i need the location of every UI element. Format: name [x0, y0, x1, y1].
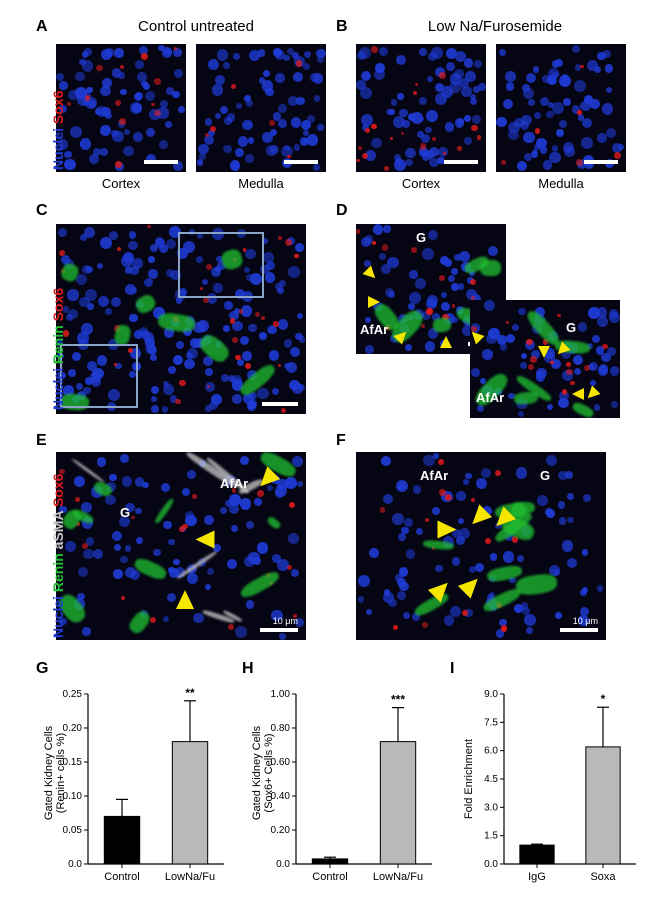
svg-text:Soxa: Soxa [590, 871, 616, 883]
scale-label: 10 μm [273, 616, 298, 626]
micro-annotation-text: AfAr [220, 476, 248, 491]
svg-text:(Renin+ cells %): (Renin+ cells %) [55, 733, 67, 813]
panel-label-C: C [36, 202, 48, 220]
panel-label-F: F [336, 432, 346, 450]
svg-text:Gated Kidney Cells: Gated Kidney Cells [251, 725, 263, 820]
svg-text:(Sox6+ Cells %): (Sox6+ Cells %) [263, 733, 275, 812]
svg-text:Control: Control [104, 871, 139, 883]
micrograph-B-cortex [356, 44, 486, 172]
stain-axis-label: Nuclei Sox6 [50, 91, 66, 170]
region-label: Cortex [56, 176, 186, 191]
svg-text:Gated Kidney Cells: Gated Kidney Cells [43, 725, 55, 820]
panel-label-E: E [36, 432, 47, 450]
micro-annotation-text: G [416, 230, 426, 245]
panel-label-B: B [336, 18, 348, 36]
stain-axis-label: Nuclei Renin Sox6 [50, 288, 66, 410]
annotation-arrow [176, 590, 194, 609]
panel-label-I: I [450, 660, 454, 678]
bar-chart: 0.0 1.5 3.0 4.5 6.0 7.5 9.0 IgG Soxa * Fold Enrich… [456, 676, 642, 896]
svg-text:9.0: 9.0 [484, 689, 498, 700]
svg-text:0.20: 0.20 [271, 825, 291, 836]
svg-text:***: *** [391, 693, 405, 707]
highlight-box [178, 232, 264, 298]
svg-text:LowNa/Fu: LowNa/Fu [373, 871, 423, 883]
scale-bar [144, 160, 178, 164]
micro-annotation-text: G [540, 468, 550, 483]
panel-label-D: D [336, 202, 348, 220]
svg-text:Fold Enrichment: Fold Enrichment [463, 739, 475, 819]
annotation-arrow [438, 521, 457, 539]
region-label: Medulla [196, 176, 326, 191]
svg-text:6.0: 6.0 [484, 746, 498, 757]
svg-text:0.0: 0.0 [484, 859, 498, 870]
svg-text:3.0: 3.0 [484, 802, 498, 813]
micrograph-A-cortex [56, 44, 186, 172]
scale-bar [444, 160, 478, 164]
bar-chart: 0.00.050.100.150.200.25ControlLowNa/Fu**… [40, 676, 230, 896]
panel-label-A: A [36, 18, 48, 36]
scale-bar [284, 160, 318, 164]
micro-annotation-text: G [566, 320, 576, 335]
treatment-title-lowna: Low Na/Furosemide [390, 18, 600, 35]
micro-annotation-text: AfAr [476, 390, 504, 405]
scale-bar [260, 628, 298, 632]
svg-text:0.0: 0.0 [68, 859, 82, 870]
svg-text:0.80: 0.80 [271, 723, 291, 734]
svg-text:7.5: 7.5 [484, 717, 498, 728]
svg-text:IgG: IgG [528, 871, 546, 883]
scale-label: 10 μm [573, 616, 598, 626]
svg-text:1.00: 1.00 [271, 689, 291, 700]
highlight-box [60, 344, 138, 408]
micro-annotation-text: AfAr [420, 468, 448, 483]
svg-text:LowNa/Fu: LowNa/Fu [165, 871, 215, 883]
scale-bar [584, 160, 618, 164]
svg-text:Control: Control [312, 871, 347, 883]
annotation-arrow [440, 336, 452, 348]
micrograph-B-medulla [496, 44, 626, 172]
svg-text:4.5: 4.5 [484, 774, 498, 785]
treatment-title-control: Control untreated [96, 18, 296, 35]
annotation-arrow [196, 531, 215, 549]
region-label: Cortex [356, 176, 486, 191]
region-label: Medulla [496, 176, 626, 191]
bar-chart: 0.00.200.400.600.801.00ControlLowNa/Fu**… [248, 676, 438, 896]
annotation-arrow [572, 388, 584, 400]
stain-axis-label: Nuclei Renin aSMA Sox6 [50, 474, 66, 638]
scale-bar [560, 628, 598, 632]
micrograph-A-medulla [196, 44, 326, 172]
svg-text:0.20: 0.20 [63, 723, 83, 734]
svg-text:**: ** [185, 686, 195, 700]
micro-annotation-text: G [120, 505, 130, 520]
svg-text:0.0: 0.0 [276, 859, 290, 870]
annotation-arrow [368, 296, 380, 308]
svg-text:*: * [601, 692, 606, 706]
micrograph-F: 10 μm [356, 452, 606, 640]
annotation-arrow [538, 346, 550, 358]
svg-text:0.05: 0.05 [63, 825, 83, 836]
svg-text:0.25: 0.25 [63, 689, 83, 700]
micro-annotation-text: AfAr [360, 322, 388, 337]
scale-bar [262, 402, 298, 406]
svg-text:1.5: 1.5 [484, 831, 498, 842]
